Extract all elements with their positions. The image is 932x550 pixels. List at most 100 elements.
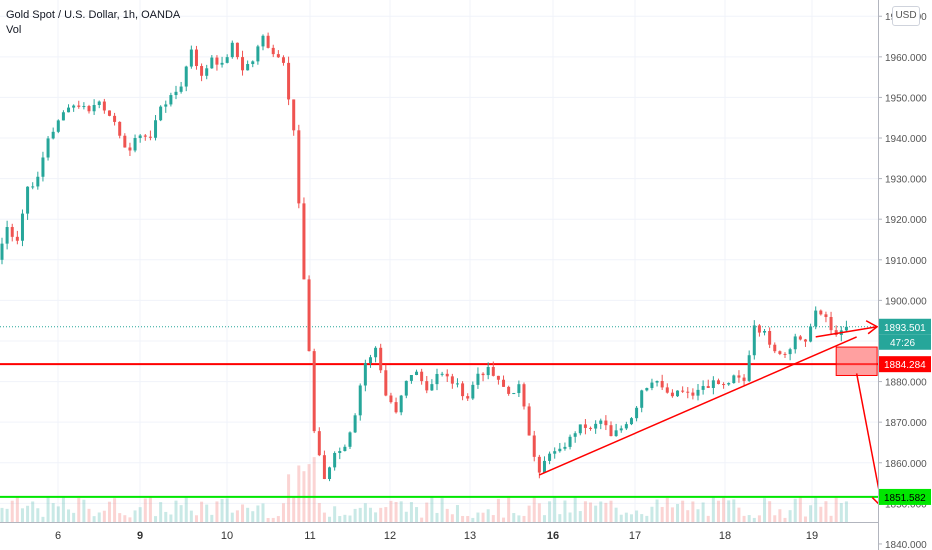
- candle-body: [82, 106, 86, 108]
- volume-bar: [261, 503, 265, 522]
- volume-bar: [138, 507, 142, 522]
- volume-bar: [328, 516, 332, 522]
- level-price-label: 1851.582: [884, 493, 926, 504]
- candle-body: [343, 446, 347, 452]
- candle-body: [819, 310, 823, 315]
- candle-body: [481, 373, 485, 376]
- candle-body: [435, 373, 439, 385]
- candle-body: [824, 314, 828, 318]
- candle-body: [752, 325, 756, 356]
- volume-bar: [619, 514, 623, 522]
- volume-bar: [722, 497, 726, 522]
- volume-bar: [287, 474, 291, 522]
- candle-body: [389, 395, 393, 403]
- candle-body: [619, 428, 623, 431]
- volume-bar: [466, 516, 470, 522]
- volume-bar: [297, 465, 301, 522]
- candle-body: [578, 424, 582, 434]
- candle-body: [455, 383, 459, 385]
- y-tick-label: 1920.000: [885, 215, 927, 226]
- volume-bar: [118, 513, 122, 522]
- volume-bar: [276, 516, 280, 522]
- volume-bar: [507, 496, 511, 522]
- volume-bar: [491, 515, 495, 522]
- candle-body: [225, 57, 229, 63]
- candle-body: [512, 393, 516, 395]
- candle-body: [629, 418, 633, 425]
- candle-body: [368, 357, 372, 364]
- volume-bar: [747, 515, 751, 522]
- volume-bar: [727, 500, 731, 522]
- candle-body: [5, 227, 9, 244]
- level-price-label: 1884.284: [884, 360, 926, 371]
- candle-body: [461, 383, 465, 397]
- volume-bar: [220, 498, 224, 522]
- last-price-tag: [879, 318, 931, 335]
- volume-bar: [113, 498, 117, 522]
- candle-body: [420, 371, 424, 382]
- volume-bar: [609, 500, 613, 522]
- volume-bar: [133, 510, 137, 522]
- volume-bar: [645, 515, 649, 522]
- candle-body: [706, 386, 710, 388]
- volume-bar: [537, 503, 541, 522]
- volume-bar: [604, 502, 608, 522]
- volume-bar: [159, 502, 163, 522]
- candle-body: [338, 451, 342, 453]
- volume-bar: [15, 496, 19, 522]
- volume-bar: [174, 500, 178, 522]
- candle-body: [241, 57, 245, 71]
- volume-bar: [614, 507, 618, 522]
- horizontal-levels: [0, 326, 878, 498]
- volume-bar: [829, 515, 833, 522]
- candle-body: [61, 112, 65, 121]
- candle-body: [466, 396, 470, 399]
- volume-bar: [36, 508, 40, 522]
- supply-zone: [835, 346, 878, 376]
- candle-body: [548, 453, 552, 461]
- candle-body: [328, 467, 332, 480]
- volume-bar: [814, 497, 818, 522]
- volume-bar: [205, 504, 209, 522]
- arrow-up-line: [815, 326, 878, 338]
- volume-bar: [102, 510, 106, 522]
- volume-bar: [425, 502, 429, 522]
- volume-bar: [752, 517, 756, 522]
- currency-button[interactable]: USD: [892, 6, 920, 26]
- candle-body: [210, 57, 214, 69]
- volume-bar: [128, 517, 132, 522]
- x-tick-label: 19: [806, 530, 818, 542]
- volume-bar: [338, 516, 342, 522]
- y-tick-label: 1840.000: [885, 540, 927, 550]
- candle-body: [768, 331, 772, 345]
- candle-body: [154, 120, 158, 138]
- volume-bar: [809, 505, 813, 522]
- arrow-up-head: [865, 320, 879, 335]
- candle-body: [276, 54, 280, 58]
- volume-bar: [701, 502, 705, 522]
- price-axis: 1840.0001850.0001860.0001870.0001880.000…: [878, 0, 932, 550]
- volume-bar: [522, 515, 526, 522]
- volume-bar: [409, 502, 413, 522]
- volume-bar: [251, 511, 255, 522]
- candle-body: [194, 49, 198, 67]
- volume-bar: [635, 510, 639, 522]
- candle-body: [251, 61, 255, 65]
- candle-body: [123, 135, 127, 148]
- candle-body: [384, 370, 388, 396]
- candle-body: [701, 386, 705, 390]
- volume-bar: [716, 500, 720, 522]
- candle-body: [793, 336, 797, 350]
- volume-bar: [548, 501, 552, 522]
- candle-body: [92, 105, 96, 112]
- candle-body: [235, 42, 239, 58]
- volume-bar: [502, 517, 506, 522]
- candle-body: [333, 452, 337, 468]
- x-tick-label: 12: [384, 530, 396, 542]
- volume-bar: [225, 498, 229, 522]
- candle-body: [67, 107, 71, 113]
- candle-body: [614, 430, 618, 437]
- candle-body: [51, 131, 55, 139]
